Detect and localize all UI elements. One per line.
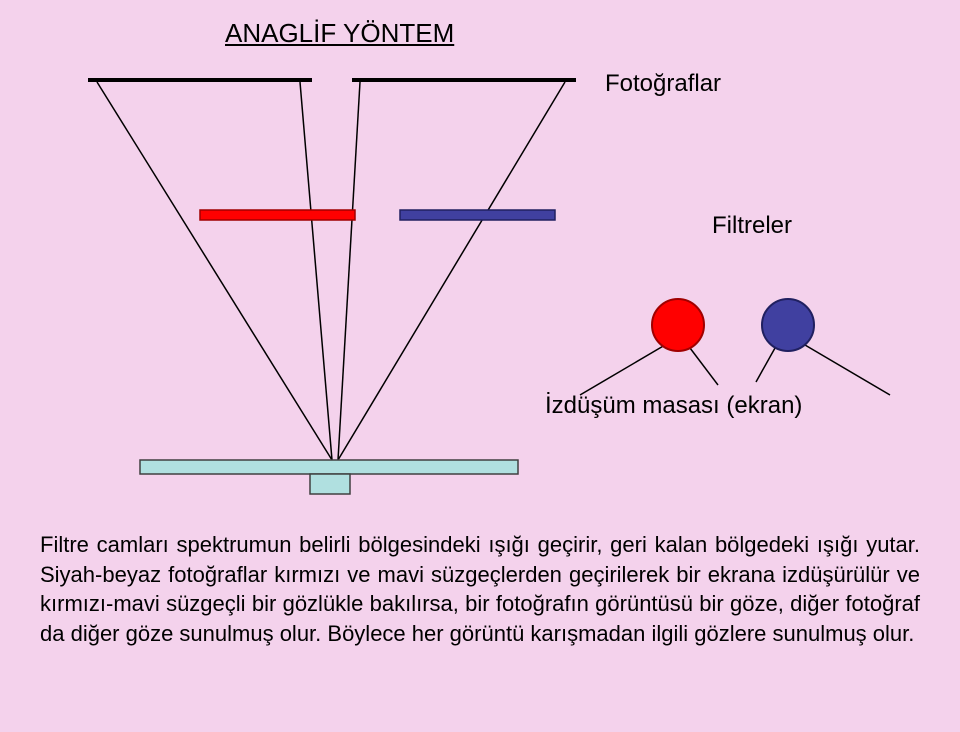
body-paragraph: Filtre camları spektrumun belirli bölges… — [40, 530, 920, 649]
label-fotograflar: Fotoğraflar — [605, 70, 721, 98]
label-izdusum: İzdüşüm masası (ekran) — [545, 392, 802, 420]
title: ANAGLİF YÖNTEM — [225, 18, 454, 49]
label-filtreler: Filtreler — [712, 212, 792, 240]
